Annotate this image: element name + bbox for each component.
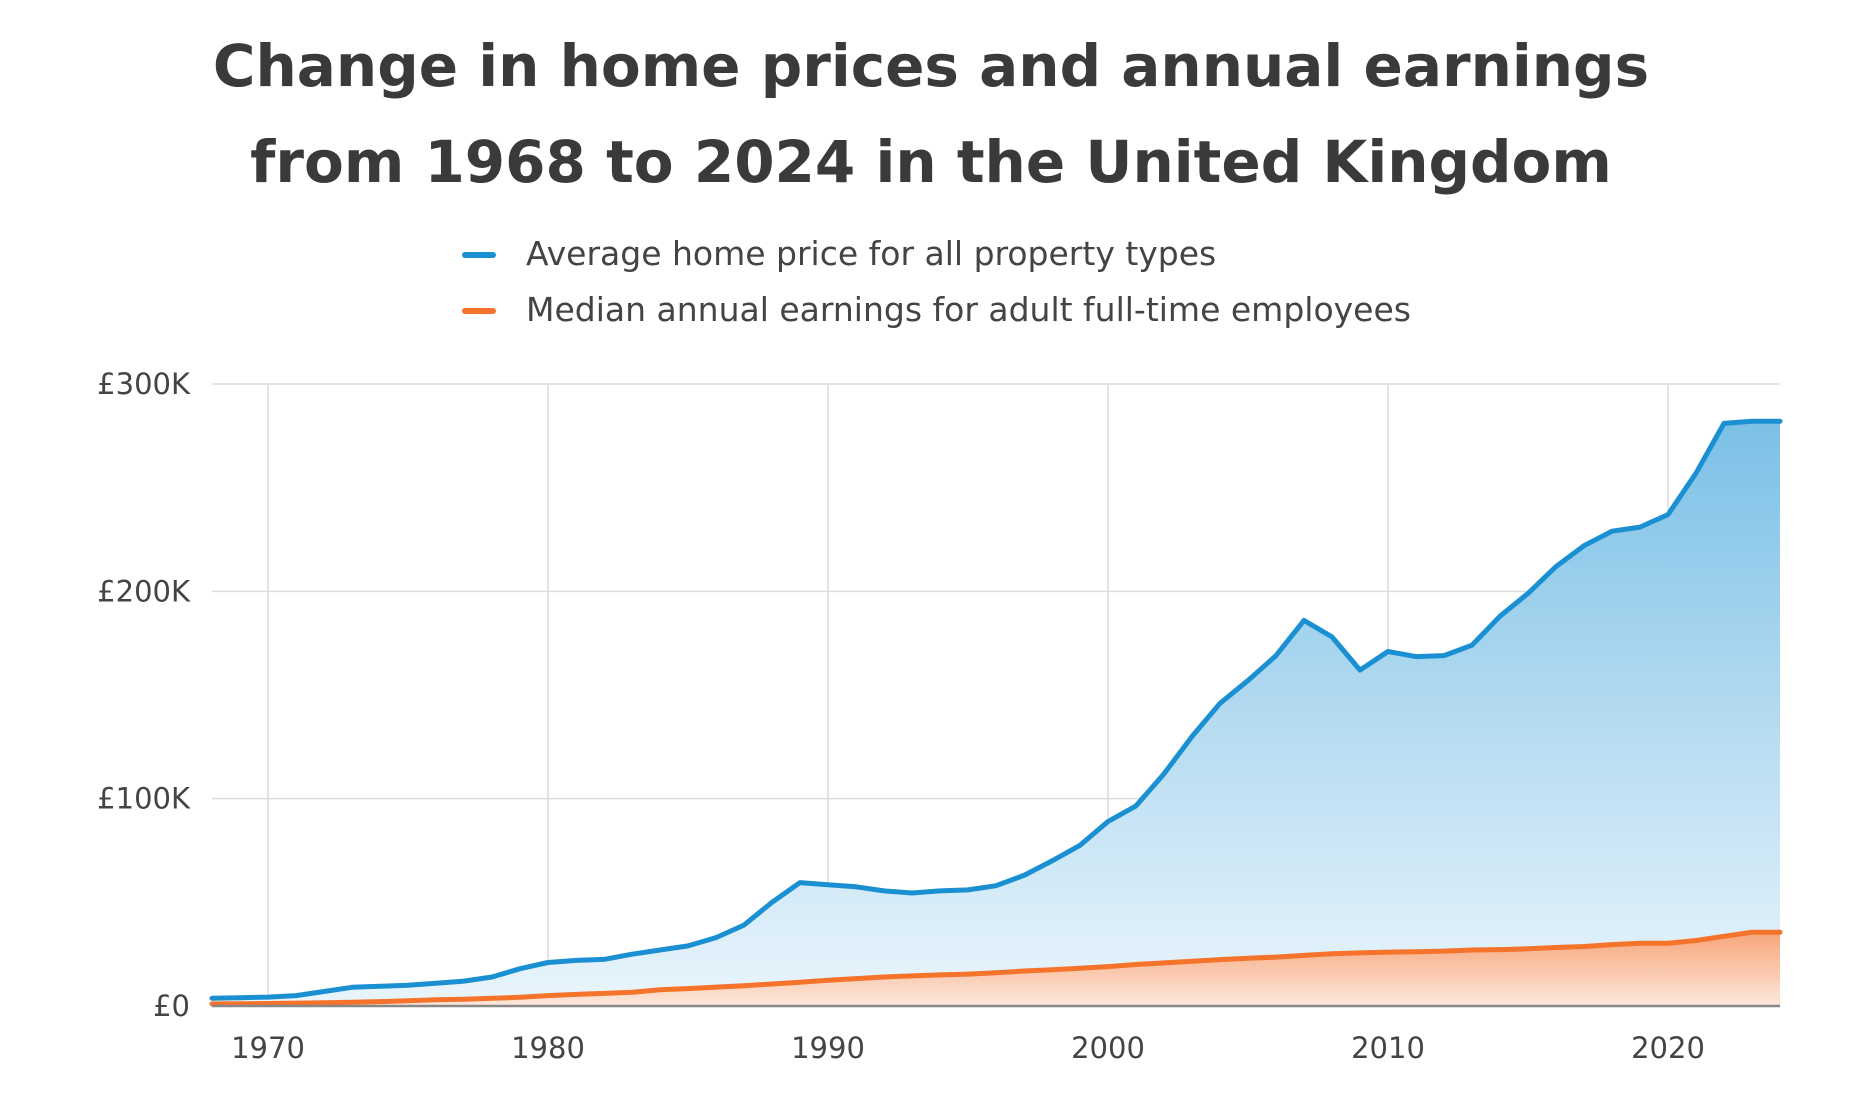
legend-label-home-price: Average home price for all property type… <box>526 234 1217 273</box>
x-tick-label: 2020 <box>1631 1031 1705 1065</box>
series-areas <box>212 421 1780 1006</box>
series-area-home-price <box>212 421 1780 1006</box>
chart-title-line-1: Change in home prices and annual earning… <box>212 32 1650 100</box>
x-tick-label: 1980 <box>511 1031 585 1065</box>
y-tick-label: £300K <box>97 367 191 401</box>
y-tick-label: £100K <box>97 782 191 816</box>
series-line-earnings <box>209 929 1783 1007</box>
series-lines <box>209 418 1783 1008</box>
legend-swatch-home-price <box>462 252 496 258</box>
x-tick-label: 2010 <box>1351 1031 1425 1065</box>
series-line-home-price <box>209 418 1783 1001</box>
y-tick-label: £0 <box>153 989 190 1023</box>
x-tick-label: 2000 <box>1071 1031 1145 1065</box>
series-area-earnings <box>212 932 1780 1006</box>
legend-label-earnings: Median annual earnings for adult full-ti… <box>526 290 1411 329</box>
chart-title-line-2: from 1968 to 2024 in the United Kingdom <box>250 128 1612 196</box>
axes: £0 £100K £200K £300K 1970 1980 1990 2000 2010 202… <box>97 367 1705 1065</box>
y-tick-label: £200K <box>97 574 191 608</box>
x-tick-label: 1970 <box>231 1031 305 1065</box>
x-tick-label: 1990 <box>791 1031 865 1065</box>
legend-swatch-earnings <box>462 308 496 314</box>
chart-title: Change in home prices and annual earning… <box>0 18 1862 210</box>
